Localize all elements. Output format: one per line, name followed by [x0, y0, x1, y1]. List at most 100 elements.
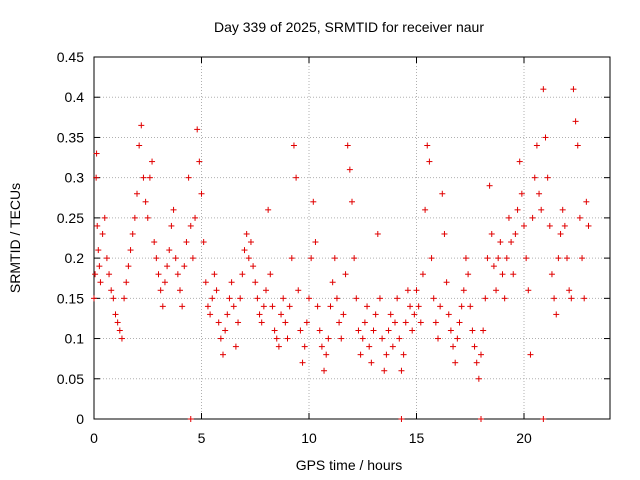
- data-point: [237, 295, 244, 302]
- x-tick-label: 5: [198, 430, 206, 446]
- data-point: [215, 319, 222, 326]
- data-point: [207, 311, 214, 318]
- data-point: [413, 287, 420, 294]
- plot-frame: [93, 56, 611, 420]
- data-point: [323, 351, 330, 358]
- data-point: [525, 287, 532, 294]
- data-point: [495, 255, 502, 262]
- data-point: [566, 287, 573, 294]
- data-point: [510, 271, 517, 278]
- data-point: [501, 295, 508, 302]
- data-point: [349, 198, 355, 205]
- data-point: [478, 416, 484, 422]
- data-point: [523, 255, 530, 262]
- data-point: [346, 166, 353, 173]
- data-point: [540, 86, 547, 93]
- y-axis-label: SRMTID / TECUs: [7, 183, 23, 293]
- data-point: [228, 279, 235, 286]
- data-point: [579, 255, 586, 262]
- data-point: [454, 335, 461, 342]
- data-point: [297, 327, 304, 334]
- data-point: [327, 303, 334, 310]
- data-point: [299, 359, 306, 366]
- data-point: [108, 287, 115, 294]
- data-point: [499, 271, 506, 278]
- data-point: [114, 319, 121, 326]
- data-point: [301, 343, 308, 350]
- data-point: [428, 255, 435, 262]
- data-point: [280, 295, 287, 302]
- data-point: [342, 271, 349, 278]
- data-point: [164, 263, 171, 270]
- data-point: [149, 158, 156, 165]
- data-point: [157, 287, 164, 294]
- data-point: [284, 335, 291, 342]
- data-point: [394, 295, 401, 302]
- y-tick-label: 0.45: [57, 49, 84, 65]
- y-tick-label: 0.2: [65, 250, 85, 266]
- data-point: [138, 122, 145, 129]
- data-point: [490, 263, 497, 270]
- data-point: [131, 214, 138, 221]
- data-point: [282, 319, 289, 326]
- data-point: [392, 319, 398, 326]
- data-point: [482, 295, 489, 302]
- data-point: [540, 416, 547, 422]
- data-point: [458, 303, 465, 310]
- data-point: [527, 351, 534, 358]
- data-point: [538, 206, 545, 213]
- data-point: [548, 271, 555, 278]
- data-point: [531, 174, 538, 181]
- data-point: [127, 247, 134, 254]
- data-point: [196, 158, 203, 165]
- data-point: [101, 214, 108, 221]
- data-point: [505, 214, 512, 221]
- data-point: [159, 303, 166, 310]
- data-point: [254, 295, 261, 302]
- data-point: [488, 230, 495, 237]
- y-tick-label: 0.05: [57, 371, 84, 387]
- data-point: [398, 416, 405, 422]
- data-point: [312, 239, 319, 246]
- data-point: [473, 359, 480, 366]
- data-point: [267, 271, 274, 278]
- data-point: [512, 230, 519, 237]
- data-point: [288, 255, 295, 262]
- data-point: [353, 295, 360, 302]
- data-point: [103, 255, 110, 262]
- data-point: [450, 343, 457, 350]
- data-point: [224, 311, 231, 318]
- data-point: [518, 190, 525, 197]
- data-point: [389, 343, 396, 350]
- y-tick-label: 0: [76, 411, 84, 427]
- data-point: [161, 279, 168, 286]
- data-point: [93, 174, 100, 181]
- data-point: [106, 271, 113, 278]
- data-point: [192, 214, 199, 221]
- data-point: [235, 319, 242, 326]
- data-point: [226, 295, 233, 302]
- data-point: [189, 255, 196, 262]
- x-tick-label: 0: [90, 430, 98, 446]
- data-point: [94, 222, 101, 229]
- data-point: [484, 255, 491, 262]
- data-point: [344, 142, 351, 149]
- data-point: [480, 327, 487, 334]
- data-point: [432, 319, 439, 326]
- data-point: [383, 351, 390, 358]
- data-point: [202, 279, 209, 286]
- y-tick-label: 0.35: [57, 129, 84, 145]
- data-point: [220, 351, 226, 358]
- y-tick-label: 0.3: [65, 170, 85, 186]
- data-point: [256, 311, 263, 318]
- data-point: [239, 271, 246, 278]
- data-point: [97, 279, 104, 286]
- data-point: [172, 255, 179, 262]
- data-point: [333, 295, 340, 302]
- data-point: [542, 134, 549, 141]
- data-point: [179, 303, 186, 310]
- data-point: [441, 230, 448, 237]
- data-point: [273, 335, 280, 342]
- data-point: [426, 158, 433, 165]
- data-point: [564, 255, 570, 262]
